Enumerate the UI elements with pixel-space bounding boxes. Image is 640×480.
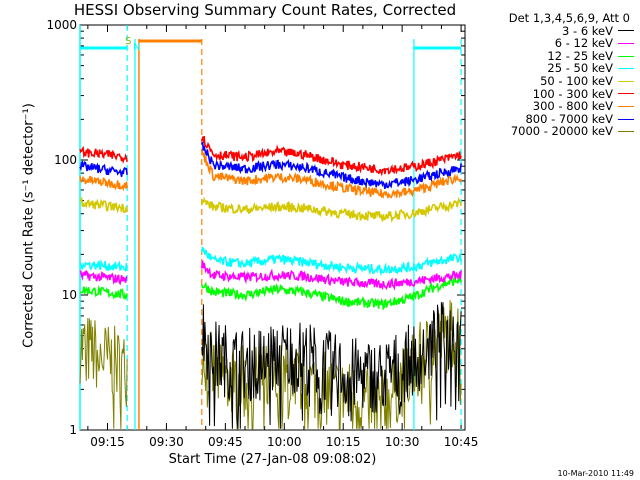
x-tick-label: 10:30 [385, 435, 420, 449]
legend-label: 100 - 300 keV [532, 86, 613, 101]
legend-swatch [618, 93, 634, 95]
legend-swatch [618, 42, 634, 44]
legend-entry: 6 - 12 keV [478, 37, 636, 50]
legend-header: Det 1,3,4,5,6,9, Att 0 [508, 11, 630, 25]
series-line-1 [201, 302, 462, 429]
legend-label: 3 - 6 keV [562, 23, 613, 38]
legend-entry: 50 - 100 keV [478, 75, 636, 88]
x-tick-label: 10:15 [326, 435, 361, 449]
series-line-9 [79, 300, 462, 430]
legend-label: 7000 - 20000 keV [510, 124, 613, 139]
series-line-6 [79, 135, 462, 177]
y-tick-label: 100 [54, 153, 77, 167]
legend-label: 50 - 100 keV [540, 73, 613, 88]
x-tick-label: 10:45 [444, 435, 479, 449]
x-tick-label: 09:30 [149, 435, 184, 449]
series-line-2 [79, 260, 462, 291]
chart-title: HESSI Observing Summary Count Rates, Cor… [73, 1, 457, 19]
legend-swatch [618, 80, 634, 82]
legend-entry: 100 - 300 keV [478, 86, 636, 101]
legend-swatch [618, 55, 634, 57]
y-tick-label: 1000 [46, 18, 77, 32]
legend-label: 25 - 50 keV [547, 61, 613, 76]
legend-swatch [618, 30, 634, 32]
y-tick-label: 10 [62, 288, 77, 302]
y-axis-title: Corrected Count Rate (s⁻¹ detector⁻¹) [21, 103, 37, 348]
legend-label: 12 - 25 keV [547, 48, 613, 63]
legend-entry: 800 - 7000 keV [478, 113, 636, 126]
legend-entry: 25 - 50 keV [478, 62, 636, 75]
series-line-4 [79, 246, 462, 277]
series-line-8 [79, 141, 462, 189]
legend: Det 1,3,4,5,6,9, Att 0 3 - 6 keV 6 - 12 k… [478, 12, 636, 138]
x-tick-label: 10:00 [267, 435, 302, 449]
legend-label: 6 - 12 keV [554, 36, 613, 51]
legend-entry: 7000 - 20000 keV [478, 125, 636, 138]
y-tick-label: 1 [69, 423, 77, 437]
legend-entry: 3 - 6 keV [478, 23, 636, 38]
legend-swatch [618, 131, 634, 133]
x-tick-label: 09:45 [208, 435, 243, 449]
timestamp-stamp: 10-Mar-2010 11:49 [557, 469, 635, 478]
legend-entry: 12 - 25 keV [478, 50, 636, 63]
x-axis-title: Start Time (27-Jan-08 09:08:02) [168, 452, 377, 467]
legend-label: 300 - 800 keV [532, 99, 613, 114]
series-line-7 [79, 148, 462, 200]
series-line-3 [79, 275, 462, 311]
series-line-5 [79, 196, 462, 224]
legend-entry: 300 - 800 keV [478, 100, 636, 113]
legend-swatch [618, 68, 634, 70]
annotation-s: S [125, 36, 131, 47]
legend-label: 800 - 7000 keV [525, 111, 613, 126]
annotation-n: N [133, 42, 140, 53]
legend-swatch [618, 105, 634, 107]
legend-swatch [618, 118, 634, 120]
x-tick-label: 09:15 [90, 435, 125, 449]
